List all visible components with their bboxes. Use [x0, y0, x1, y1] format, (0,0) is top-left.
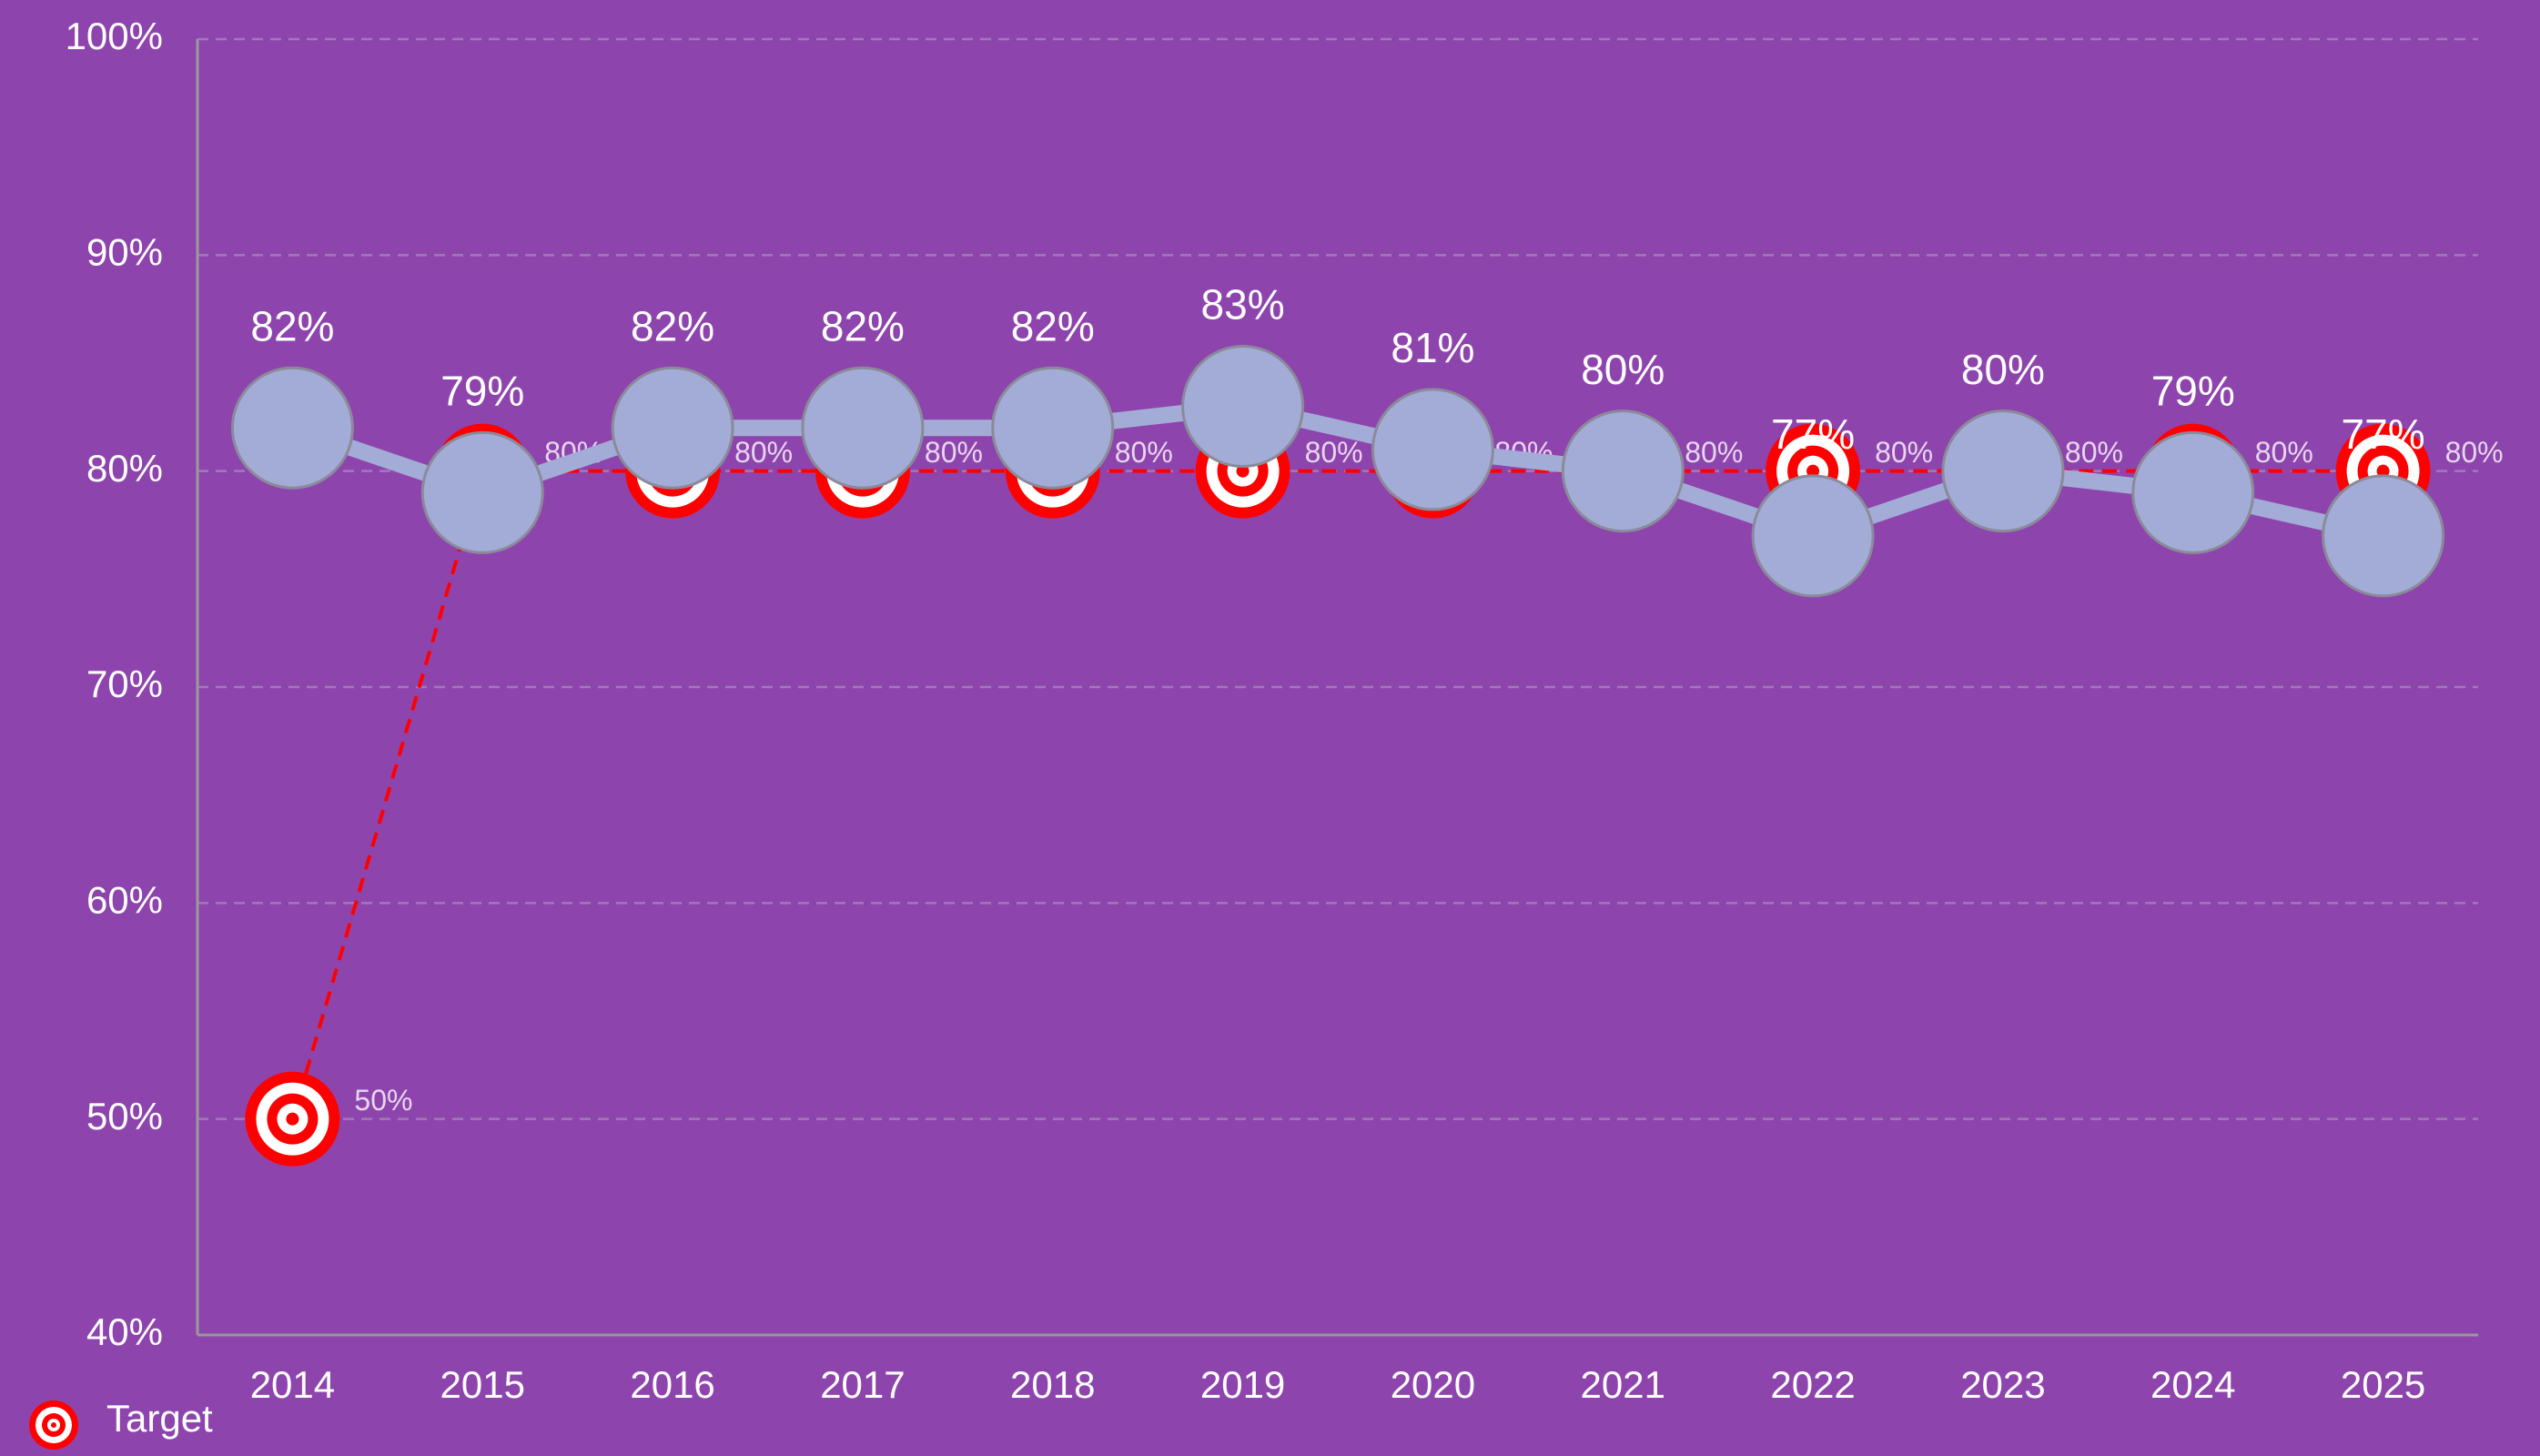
legend-label: Target	[106, 1397, 213, 1440]
target-value-label: 80%	[1115, 436, 1173, 469]
x-tick-label: 2024	[2150, 1363, 2235, 1406]
actual-marker	[420, 430, 544, 554]
actual-value-label: 77%	[1771, 410, 1855, 458]
x-tick-label: 2020	[1391, 1363, 1475, 1406]
x-tick-label: 2019	[1200, 1363, 1285, 1406]
actual-marker	[611, 366, 734, 490]
target-marker	[245, 1071, 340, 1167]
target-value-label: 80%	[2065, 436, 2123, 469]
actual-value-label: 83%	[1201, 281, 1285, 329]
y-tick-label: 80%	[86, 447, 163, 490]
actual-value-label: 77%	[2342, 410, 2425, 458]
y-tick-label: 50%	[86, 1095, 163, 1138]
actual-marker	[1181, 344, 1305, 468]
y-tick-label: 70%	[86, 662, 163, 705]
actual-marker	[1371, 388, 1494, 511]
target-value-label: 80%	[1685, 436, 1743, 469]
target-ring	[2376, 464, 2390, 478]
x-tick-label: 2025	[2341, 1363, 2425, 1406]
target-ring	[1236, 464, 1250, 478]
actual-value-label: 82%	[250, 302, 334, 349]
legend: Target	[29, 1397, 213, 1450]
target-value-label: 80%	[2445, 436, 2504, 469]
x-tick-label: 2017	[820, 1363, 905, 1406]
legend-icon	[51, 1422, 56, 1428]
y-tick-label: 90%	[86, 230, 163, 273]
target-value-label: 80%	[925, 436, 983, 469]
actual-marker	[1941, 410, 2065, 533]
y-tick-label: 40%	[86, 1310, 163, 1353]
actual-value-label: 79%	[440, 368, 524, 415]
target-ring	[1806, 464, 1820, 478]
target-value-label: 50%	[354, 1084, 412, 1117]
actual-value-label: 79%	[2151, 368, 2235, 415]
target-value-label: 80%	[2255, 436, 2313, 469]
actual-marker	[801, 366, 925, 490]
x-tick-label: 2016	[630, 1363, 714, 1406]
x-tick-label: 2021	[1581, 1363, 1665, 1406]
x-tick-label: 2015	[440, 1363, 525, 1406]
actual-marker	[991, 366, 1115, 490]
target-ring	[286, 1112, 299, 1126]
actual-value-label: 80%	[1581, 346, 1665, 393]
actual-marker	[230, 366, 354, 490]
actual-value-label: 80%	[1961, 346, 2045, 393]
y-tick-label: 100%	[66, 15, 163, 57]
actual-marker	[1751, 474, 1875, 598]
target-line	[290, 469, 2383, 1120]
actual-marker	[2322, 474, 2445, 598]
actual-marker	[1561, 410, 1685, 533]
actual-value-label: 82%	[1011, 302, 1095, 349]
actual-marker	[2131, 430, 2255, 554]
actual-value-label: 82%	[631, 302, 714, 349]
x-tick-label: 2014	[250, 1363, 335, 1406]
x-tick-label: 2018	[1010, 1363, 1095, 1406]
target-value-label: 80%	[1875, 436, 1933, 469]
x-tick-label: 2023	[1960, 1363, 2045, 1406]
x-tick-label: 2022	[1770, 1363, 1855, 1406]
actual-value-label: 82%	[821, 302, 905, 349]
y-tick-label: 60%	[86, 878, 163, 921]
actual-value-label: 81%	[1391, 324, 1474, 371]
target-value-label: 80%	[734, 436, 793, 469]
target-value-label: 80%	[1305, 436, 1363, 469]
